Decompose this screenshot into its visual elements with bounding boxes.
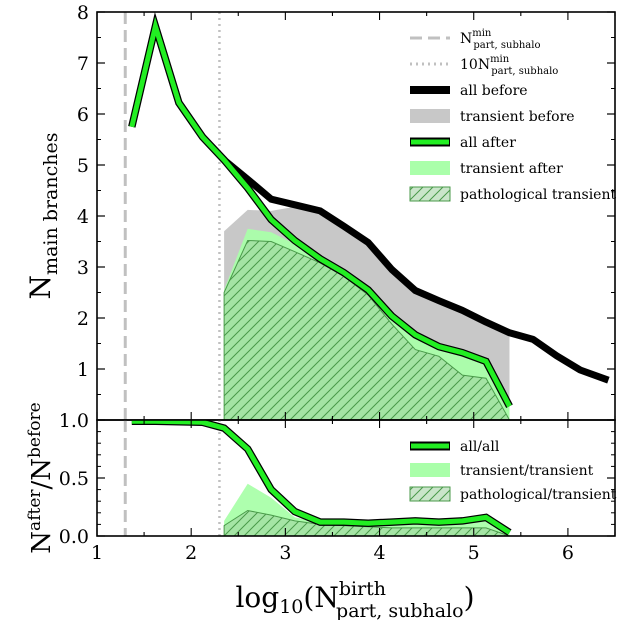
legend-lightgreen-patch: [410, 161, 450, 175]
series-all-after: [129, 16, 512, 408]
y-tick-label-1: 1: [77, 359, 89, 381]
legend-label-transient-after: transient after: [460, 161, 563, 177]
legend-label-pathological-transient: pathological transient: [460, 187, 616, 203]
y-tick-label-4: 4: [77, 206, 89, 228]
series-all-before: [221, 157, 610, 384]
series-all-all: [131, 420, 511, 535]
y-tick-label-8: 8: [77, 2, 89, 24]
y-tick-label-7: 7: [77, 53, 89, 75]
bottom-y-axis-title: Nafter/Nbefore: [25, 402, 57, 553]
y-tick-label-3: 3: [77, 257, 89, 279]
legend-label-all-all: all/all: [460, 439, 500, 455]
bottom-legend: all/all transient/transient pathological/t…: [409, 439, 617, 503]
x-tick-label-4: 4: [373, 542, 385, 564]
y-tick-label-0.0: 0.0: [59, 526, 89, 548]
x-tick-label-1: 1: [91, 542, 103, 564]
y-tick-label-5: 5: [77, 155, 89, 177]
y-tick-label-2: 2: [77, 308, 89, 330]
series-pathological-transient: [223, 509, 510, 536]
x-axis-title: log10(Nbirth part, subhalo): [235, 578, 474, 620]
legend-hatched-patch: [409, 486, 451, 502]
legend-label-transient-before: transient before: [460, 109, 575, 125]
legend-label-n-dashed: Nmin part, subhalo: [460, 28, 541, 51]
y-tick-label-6: 6: [77, 104, 89, 126]
x-tick-label-6: 6: [562, 542, 574, 564]
x-tick-label-2: 2: [185, 542, 197, 564]
legend-label-all-before: all before: [460, 83, 528, 99]
legend-lightgreen-patch: [410, 463, 450, 477]
top-panel: 1 2 3 4 5 6 7 8 Nmin part, subhalo 10Nmin part, su…: [24, 2, 616, 421]
legend-label-all-after: all after: [460, 135, 516, 151]
bottom-panel: 1 2 3 4 5 6 0.0 0.5 1.0 all/all transient/transie…: [25, 402, 617, 564]
legend-grey-patch: [410, 109, 450, 123]
top-legend: Nmin part, subhalo 10Nmin part, subhalo all …: [409, 28, 616, 203]
x-tick-label-3: 3: [279, 542, 291, 564]
y-tick-label-1.0: 1.0: [59, 410, 89, 432]
series-pathological-transient: [223, 239, 510, 420]
x-tick-label-5: 5: [468, 542, 480, 564]
legend-label-pathological-transient: pathological/transient: [460, 487, 617, 503]
legend-label-10n-dotted: 10Nmin part, subhalo: [460, 54, 558, 77]
legend-hatched-patch: [409, 186, 451, 202]
legend-label-transient-transient: transient/transient: [460, 463, 594, 479]
series-all-all-outline: [131, 420, 512, 536]
y-tick-label-0.5: 0.5: [59, 468, 89, 490]
top-y-axis-title: Nmain branches: [24, 133, 62, 300]
